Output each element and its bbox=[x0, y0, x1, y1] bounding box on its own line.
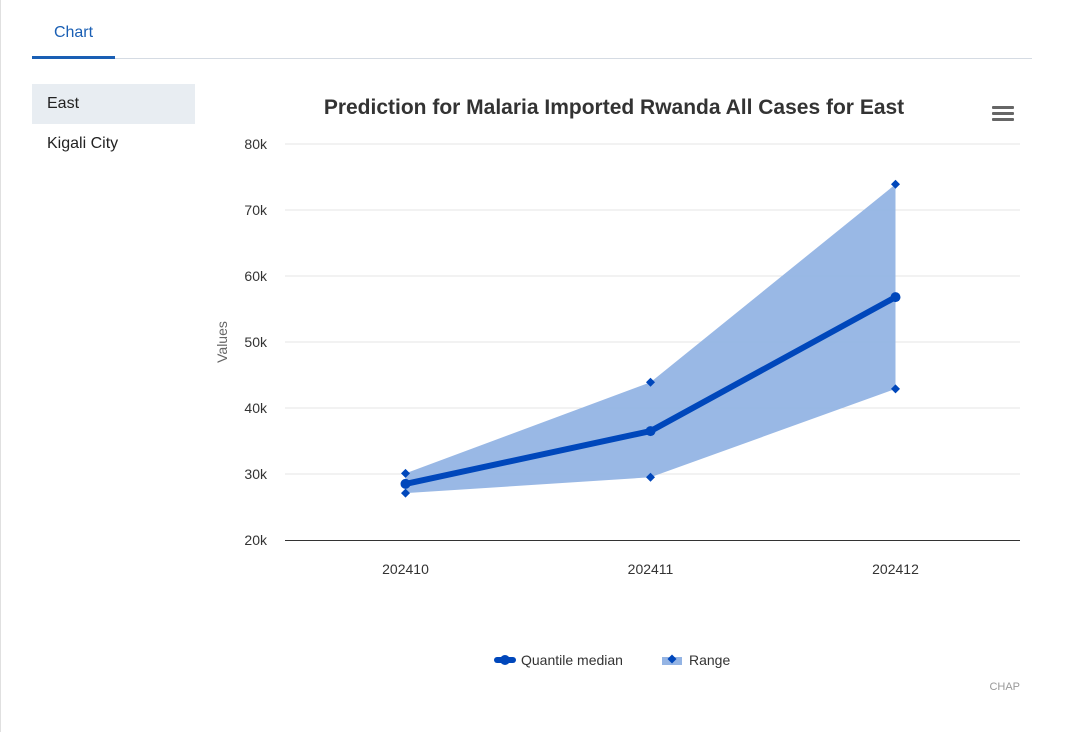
y-tick-label: 80k bbox=[244, 136, 268, 152]
chart-menu-icon[interactable] bbox=[992, 106, 1014, 124]
median-marker bbox=[645, 426, 656, 437]
range-high-marker bbox=[401, 468, 410, 478]
region-item-kigali-city[interactable]: Kigali City bbox=[47, 135, 119, 152]
y-axis-title: Values bbox=[214, 321, 230, 363]
region-list: East Kigali City bbox=[32, 84, 195, 164]
chart-title: Prediction for Malaria Imported Rwanda A… bbox=[324, 96, 904, 119]
range-area bbox=[405, 184, 896, 494]
range-low-marker bbox=[646, 472, 655, 482]
x-tick-label: 202412 bbox=[872, 561, 919, 577]
range-low-marker bbox=[401, 488, 410, 498]
median-marker bbox=[400, 478, 411, 489]
range-low-marker bbox=[891, 384, 900, 394]
y-tick-label: 20k bbox=[244, 532, 268, 548]
chart-credits: CHAP bbox=[989, 681, 1020, 693]
legend-median-marker bbox=[500, 655, 510, 665]
legend-range-label: Range bbox=[689, 652, 730, 668]
median-marker bbox=[890, 292, 901, 303]
region-item-east[interactable]: East bbox=[32, 84, 195, 124]
page-border bbox=[0, 0, 1, 732]
x-tick-label: 202411 bbox=[628, 561, 674, 577]
y-tick-label: 60k bbox=[244, 268, 268, 284]
y-tick-label: 70k bbox=[244, 202, 268, 218]
range-high-marker bbox=[891, 179, 900, 189]
range-high-marker bbox=[646, 377, 655, 387]
legend-median-label: Quantile median bbox=[521, 652, 623, 668]
y-tick-label: 30k bbox=[244, 466, 268, 482]
x-tick-label: 202410 bbox=[382, 561, 429, 577]
legend-range-marker bbox=[667, 654, 677, 664]
tab-bar: Chart bbox=[32, 16, 1032, 59]
tab-chart[interactable]: Chart bbox=[32, 16, 115, 59]
y-tick-label: 50k bbox=[244, 334, 268, 350]
y-tick-label: 40k bbox=[244, 400, 268, 416]
